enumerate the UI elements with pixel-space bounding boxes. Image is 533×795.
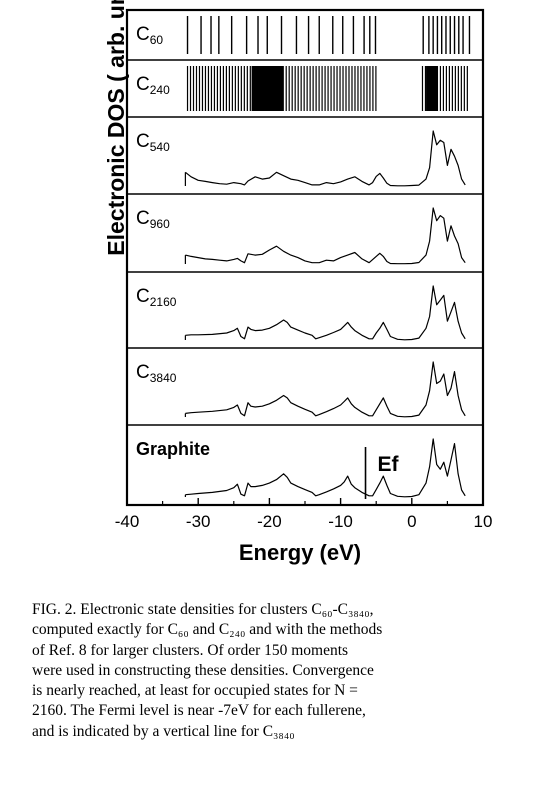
panel-label-subscript: 2160 — [150, 295, 177, 309]
dos-curve — [185, 130, 466, 187]
dense-level-band — [251, 66, 284, 111]
caption-line: were used in constructing these densitie… — [32, 661, 374, 679]
caption-line: FIG. 2. Electronic state densities for c… — [32, 601, 374, 618]
panel-label: C540 — [136, 131, 170, 154]
x-tick-label: -10 — [328, 512, 353, 531]
dos-curve — [185, 438, 466, 498]
figure-caption: FIG. 2. Electronic state densities for c… — [32, 600, 512, 742]
x-axis-label: Energy (eV) — [239, 540, 361, 565]
y-axis-label-wrap: Electronic DOS ( arb. units ) — [96, 0, 132, 283]
dos-figure: C60 C240 C540 C960 C2160 C3840 Graphite Ef -40-… — [96, 0, 493, 565]
panel-label: C2160 — [136, 286, 177, 309]
dos-curve — [185, 207, 466, 265]
panel-label: C240 — [136, 74, 170, 97]
panel-label-subscript: 3840 — [150, 371, 177, 385]
caption-line: is nearly reached, at least for occupied… — [32, 682, 358, 700]
dos-curve — [185, 361, 466, 418]
panel-2: C540 — [136, 130, 466, 187]
panel-label: Graphite — [136, 439, 210, 459]
panel-label-subscript: 240 — [150, 83, 170, 97]
x-tick-label: -40 — [115, 512, 140, 531]
x-axis: -40 -30 -20 -10 0 10 — [115, 498, 493, 531]
panel-1: C240 — [136, 66, 468, 111]
dos-curve — [185, 285, 466, 341]
panel-4: C2160 — [136, 285, 466, 341]
x-tick-label: 0 — [407, 512, 416, 531]
panel-0: C60 — [136, 16, 471, 54]
panel-label: C3840 — [136, 362, 177, 385]
panel-label-subscript: 960 — [150, 217, 170, 231]
caption-line: computed exactly for C₆₀ and C₂₄₀ and wi… — [32, 621, 383, 639]
panel-label-subscript: 540 — [150, 140, 170, 154]
panels-group: C60 C240 C540 C960 C2160 C3840 Graphite Ef — [127, 16, 483, 499]
x-tick-label: 10 — [474, 512, 493, 531]
caption-line: and is indicated by a vertical line for … — [32, 722, 295, 740]
caption-line: of Ref. 8 for larger clusters. Of order … — [32, 641, 349, 659]
caption-line: 2160. The Fermi level is near -7eV for e… — [32, 702, 366, 720]
x-tick-label: -30 — [186, 512, 211, 531]
panel-label: C60 — [136, 24, 163, 47]
fermi-level-label: Ef — [378, 453, 400, 476]
panel-5: C3840 — [136, 361, 466, 418]
panel-label: C960 — [136, 208, 170, 231]
panel-label-subscript: 60 — [150, 33, 164, 47]
x-tick-label: -20 — [257, 512, 282, 531]
dense-level-band — [426, 66, 438, 111]
y-axis-label: Electronic DOS ( arb. units ) — [103, 0, 129, 256]
panel-3: C960 — [136, 207, 466, 265]
panel-6: Graphite Ef — [136, 438, 466, 499]
